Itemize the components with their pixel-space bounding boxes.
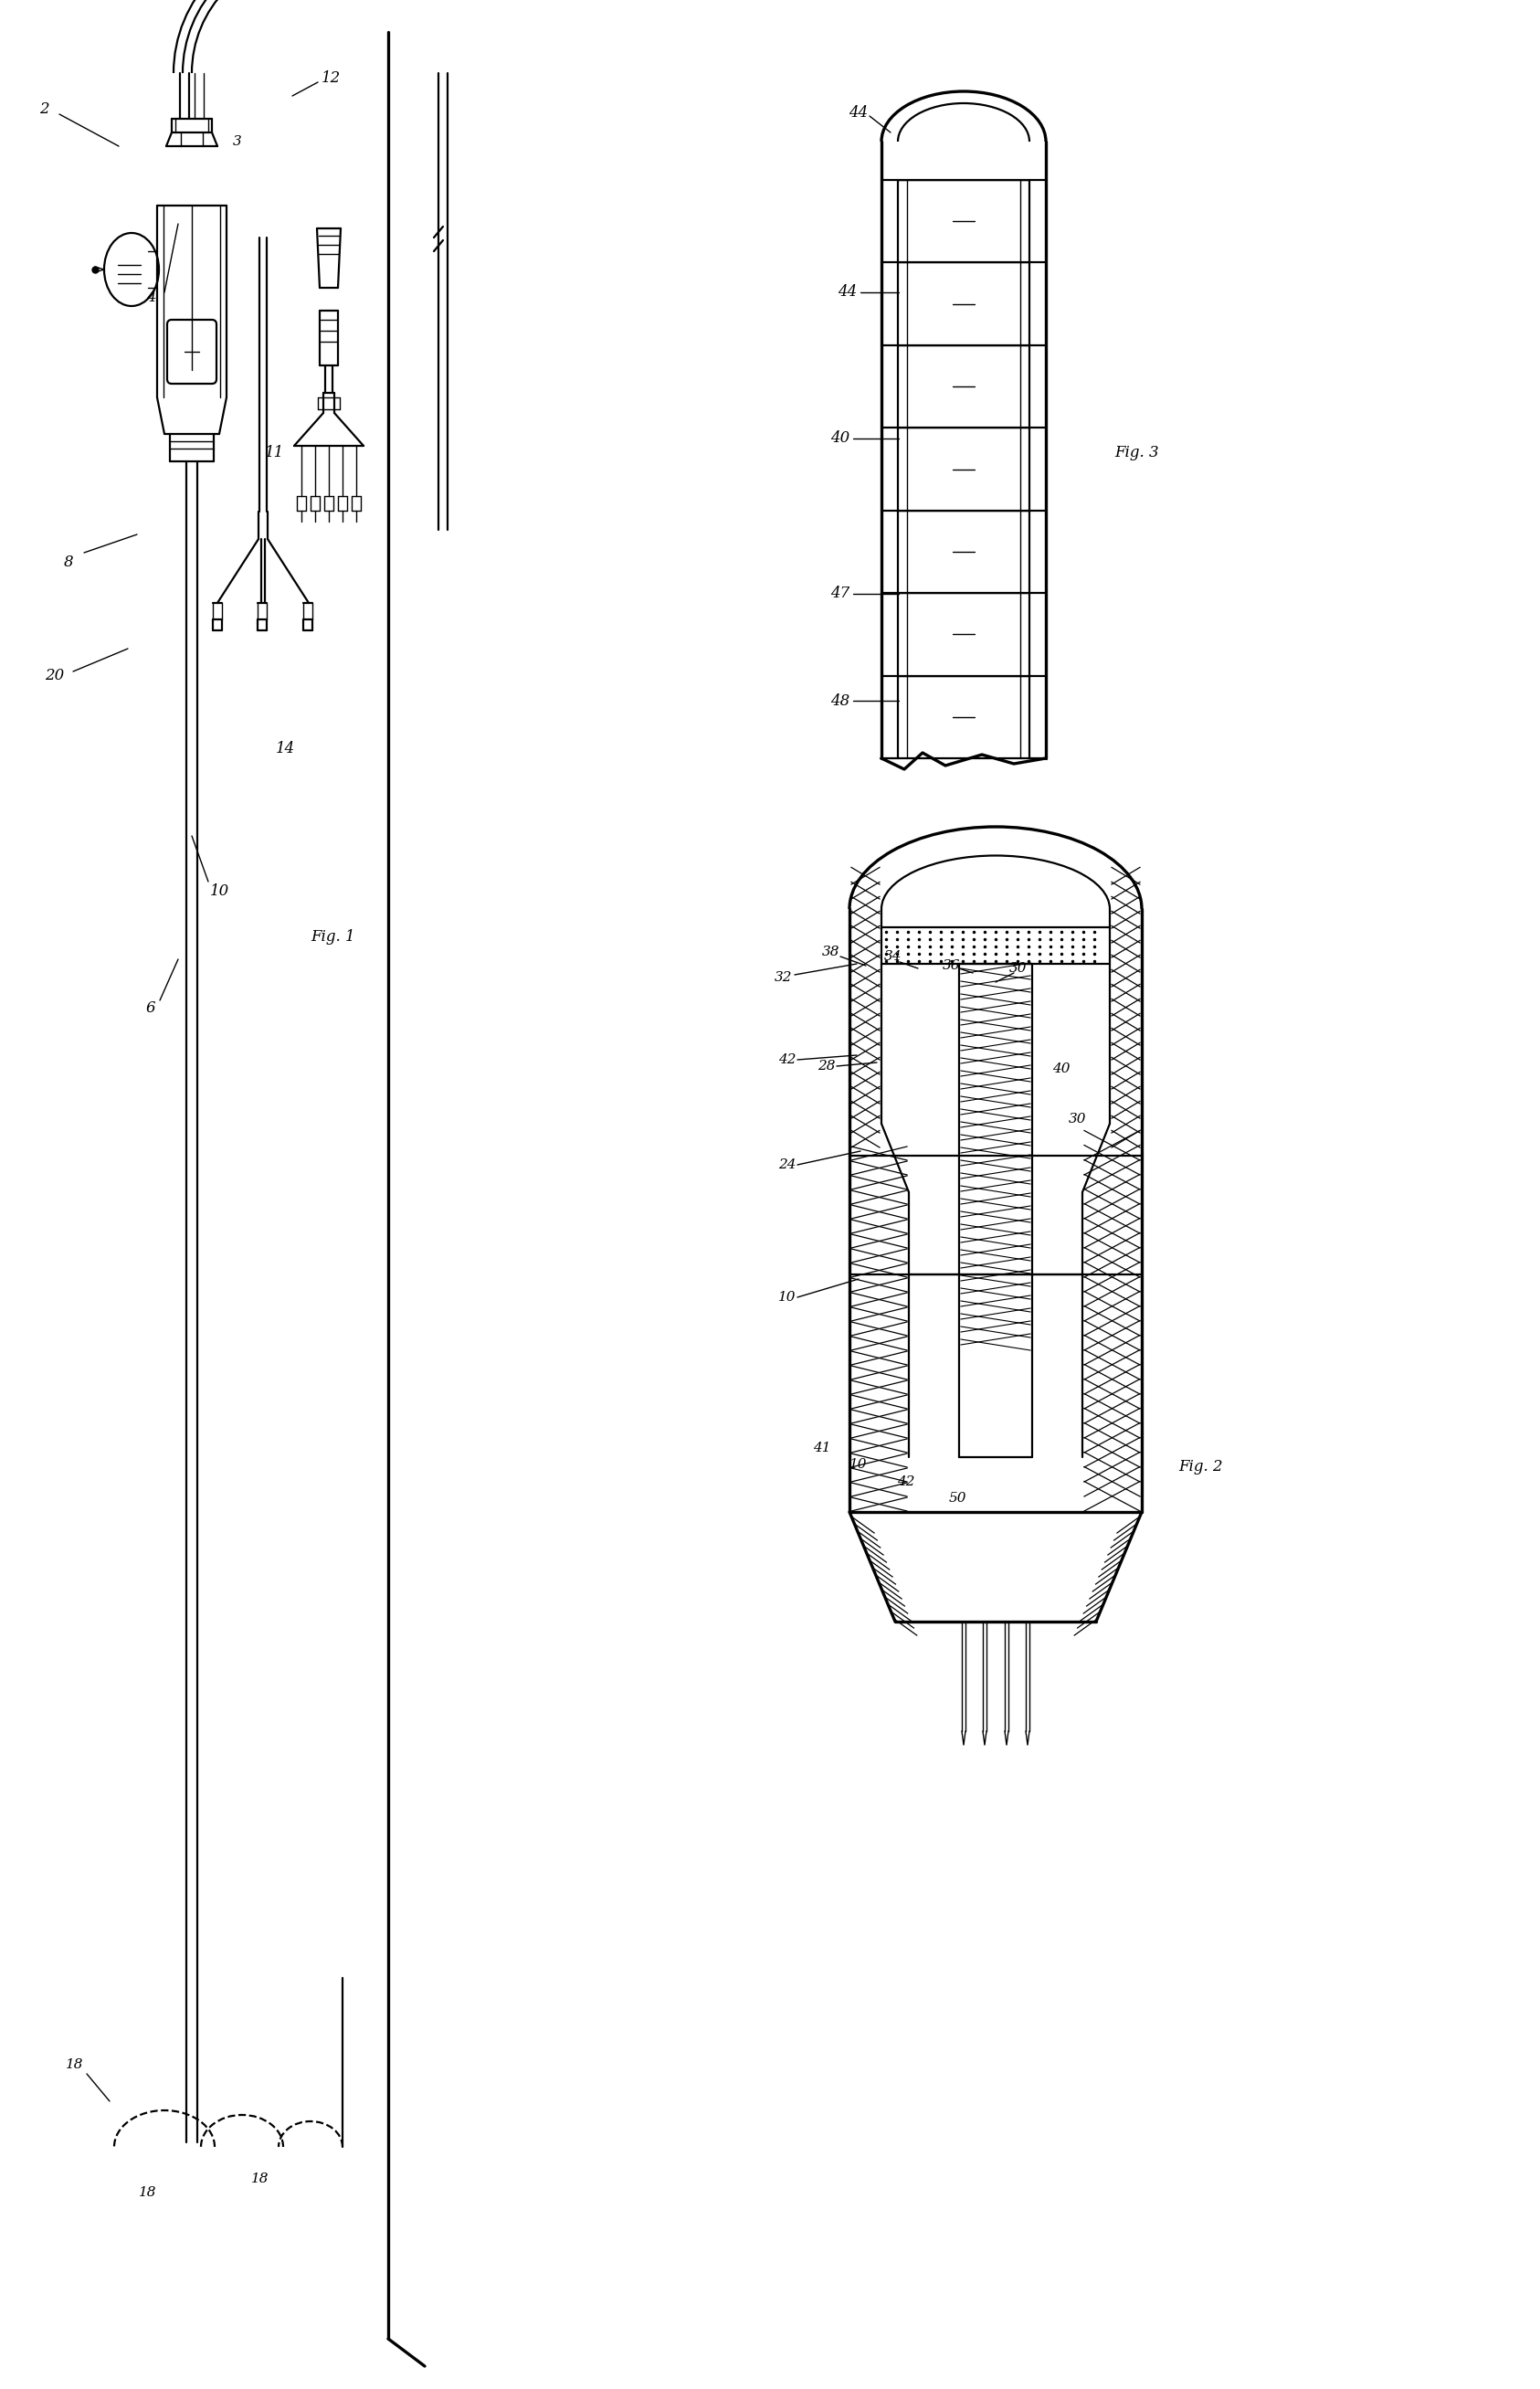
Text: 12: 12 [320, 69, 340, 86]
Text: 10: 10 [778, 1290, 796, 1304]
Text: 42: 42 [898, 1476, 915, 1488]
Text: 18: 18 [251, 2172, 269, 2186]
Text: 28: 28 [818, 1061, 836, 1073]
Text: 42: 42 [778, 1054, 796, 1065]
Text: Fig. 1: Fig. 1 [311, 929, 356, 944]
Text: Fig. 2: Fig. 2 [1180, 1460, 1223, 1474]
Text: 4: 4 [146, 289, 156, 306]
Text: 30: 30 [1069, 1113, 1087, 1125]
Text: 36: 36 [942, 960, 961, 972]
Text: 8: 8 [63, 554, 74, 569]
Text: 3: 3 [233, 136, 242, 148]
Text: 44: 44 [849, 105, 869, 119]
Text: 40: 40 [830, 430, 850, 447]
Text: 47: 47 [830, 585, 850, 602]
Text: 10: 10 [209, 884, 229, 898]
Text: 11: 11 [265, 444, 283, 461]
Text: 38: 38 [822, 946, 841, 958]
Text: 24: 24 [778, 1159, 796, 1171]
Text: 32: 32 [775, 972, 793, 984]
Text: 20: 20 [45, 669, 65, 683]
Text: 48: 48 [830, 693, 850, 710]
Text: Fig. 3: Fig. 3 [1115, 444, 1160, 461]
Text: 10: 10 [850, 1457, 867, 1472]
Text: 18: 18 [66, 2059, 83, 2071]
Text: 14: 14 [276, 741, 294, 757]
Text: 34: 34 [884, 951, 902, 963]
Text: 18: 18 [139, 2186, 157, 2198]
Text: 30: 30 [1010, 963, 1027, 975]
Text: 40: 40 [1052, 1063, 1070, 1075]
Text: 6: 6 [146, 1001, 156, 1015]
Text: 2: 2 [38, 103, 49, 117]
Text: 44: 44 [838, 284, 858, 301]
Text: 41: 41 [813, 1441, 832, 1455]
Text: 50: 50 [949, 1491, 966, 1505]
